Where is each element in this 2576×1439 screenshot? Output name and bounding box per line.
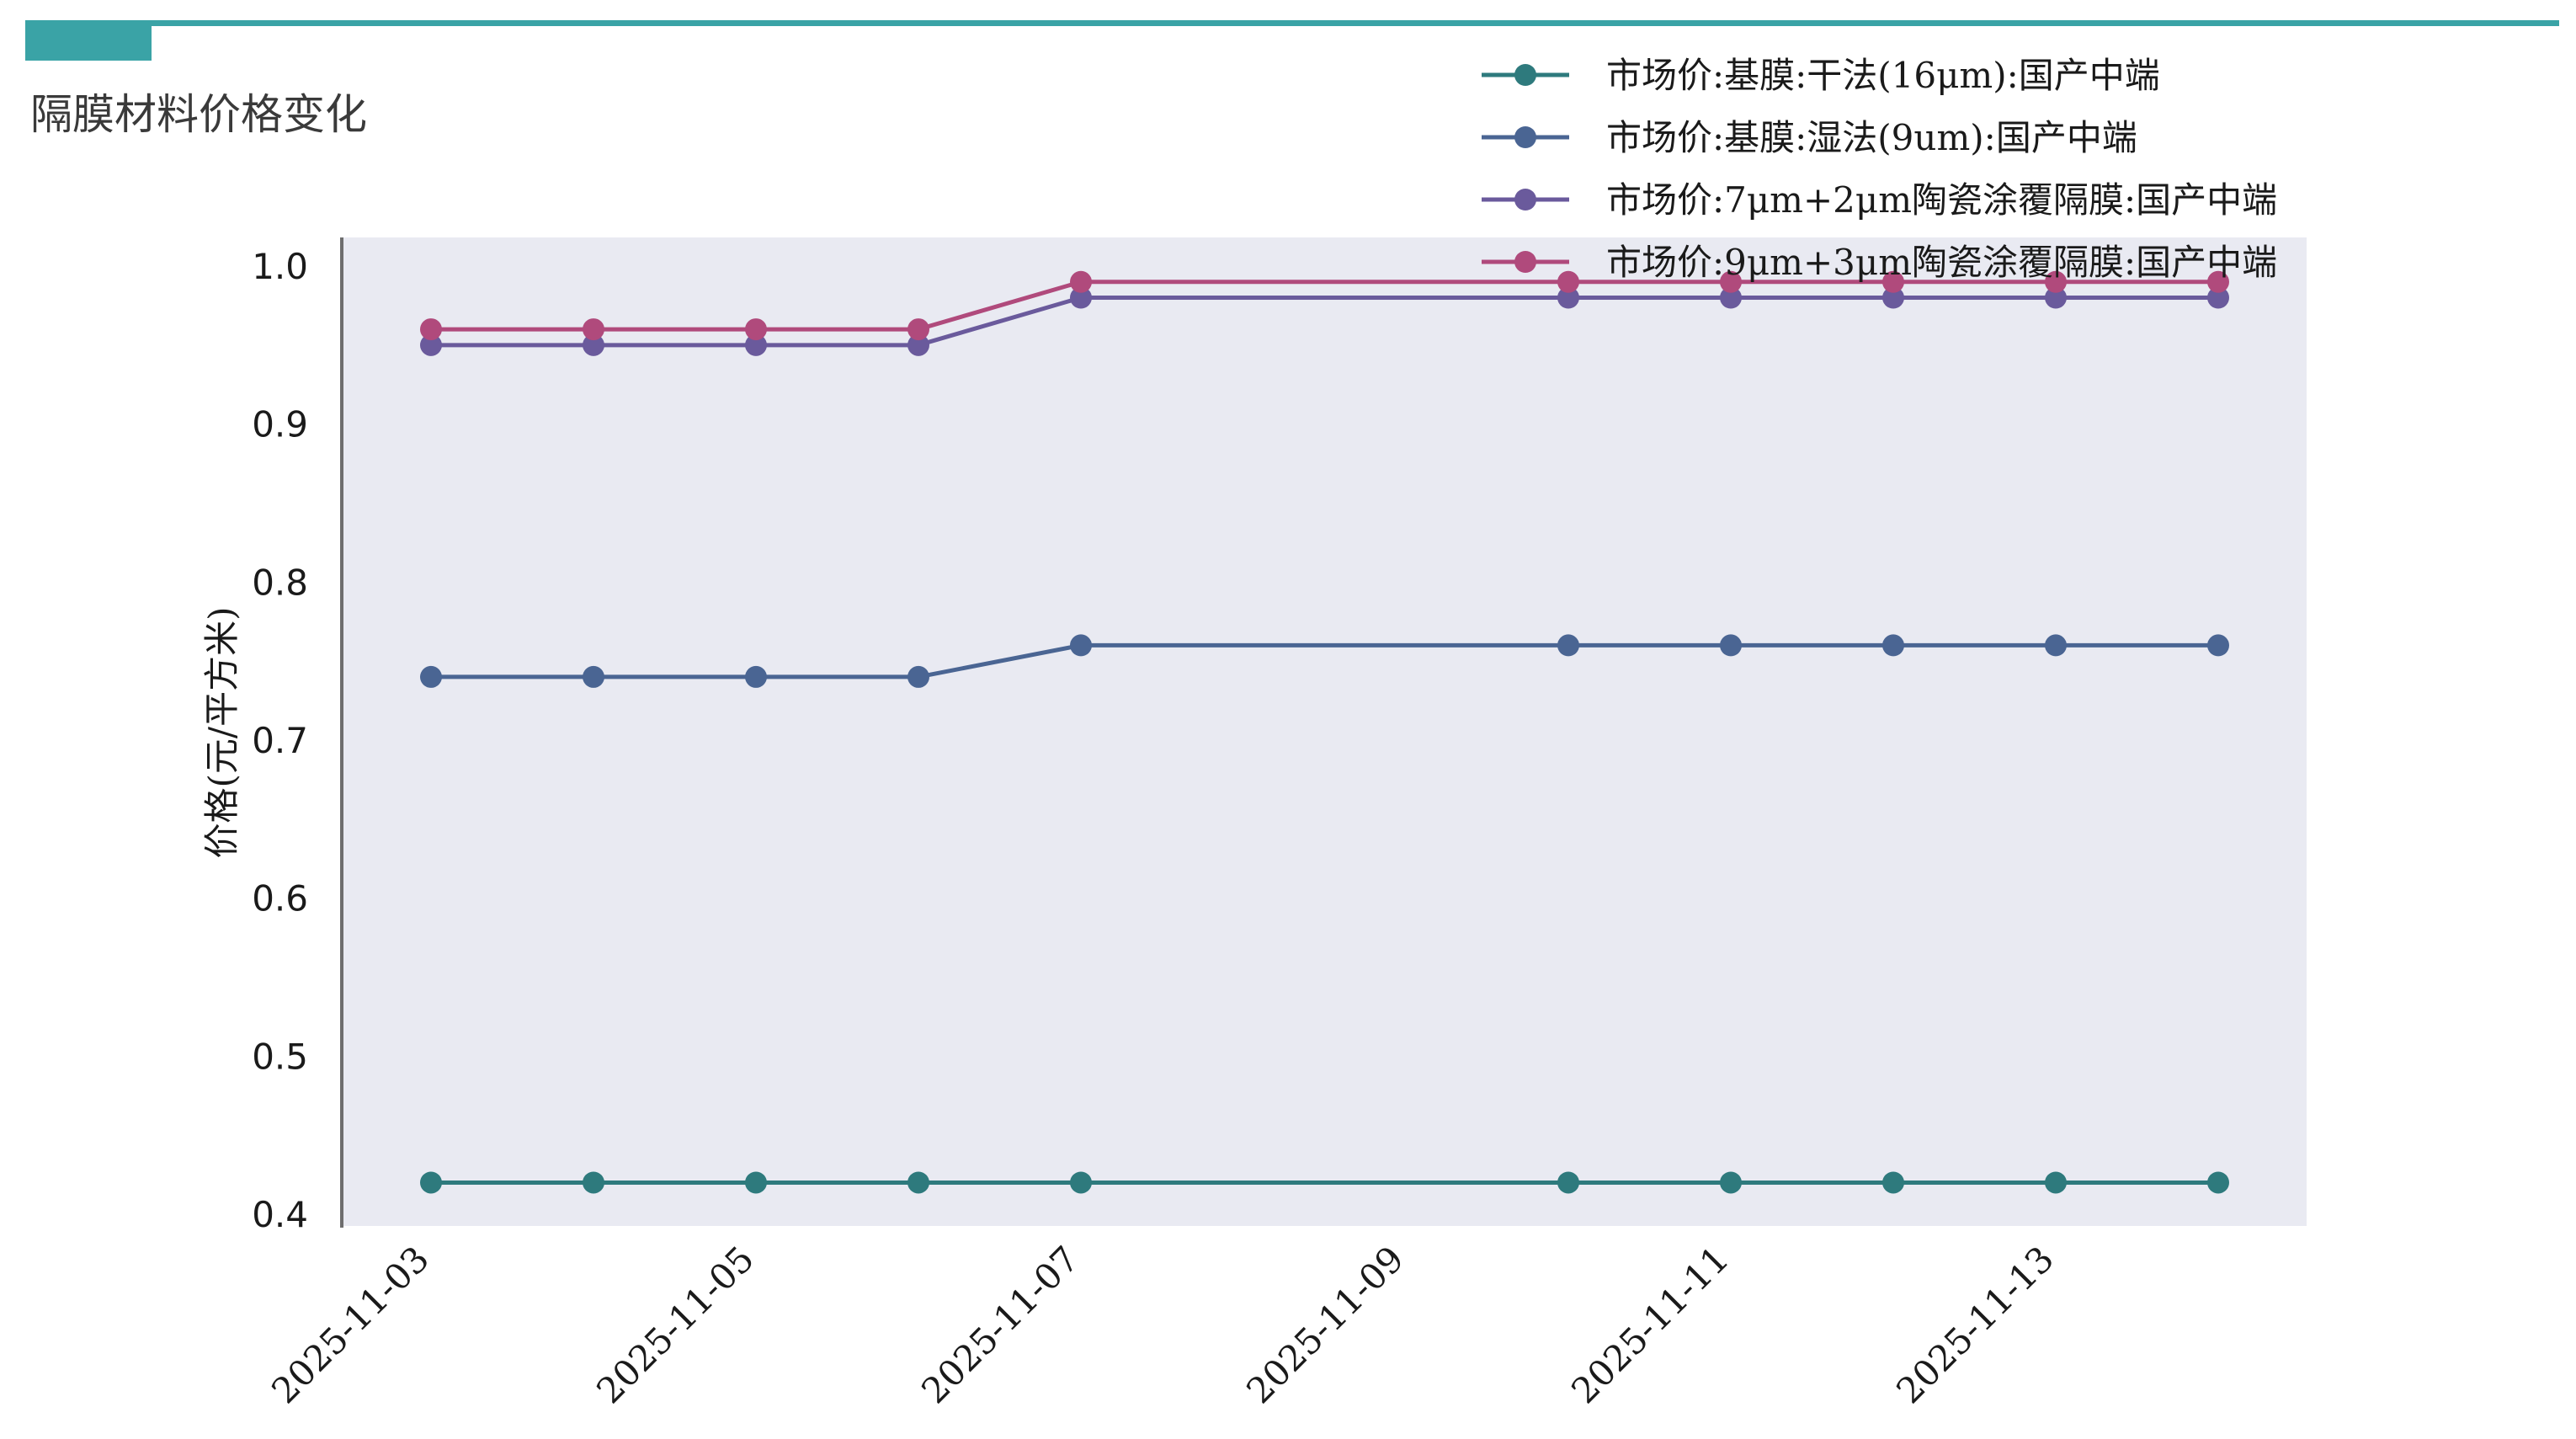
y-axis-title: 价格(元/平方米) [201,607,242,859]
data-point [583,318,604,341]
data-point [1882,634,1904,657]
data-point [1557,634,1579,657]
data-point [1557,286,1579,309]
data-point [2207,270,2229,293]
page-title: 隔膜材料价格变化 [30,90,367,139]
y-tick-label: 0.9 [252,404,308,445]
data-point [1070,1171,1092,1194]
data-point [1882,286,1904,309]
legend-swatch-marker [1514,189,1536,211]
series-line [431,280,2218,332]
series-3 [420,286,2229,356]
data-point [745,333,767,356]
data-point [1070,286,1092,309]
data-point [583,333,604,356]
header-tab [25,20,152,61]
data-point [583,1171,604,1194]
data-point [1070,270,1092,293]
legend-swatch-marker [1514,251,1536,273]
y-tick-label: 0.6 [252,878,308,919]
series-4 [420,270,2229,341]
data-point [1557,1171,1579,1194]
data-point [745,665,767,688]
data-point [1720,634,1742,657]
data-point [2045,270,2067,293]
data-point [907,665,929,688]
series-2 [420,634,2229,688]
series-1 [420,1171,2229,1194]
data-point [2045,1171,2067,1194]
data-point [420,333,442,356]
data-point [745,1171,767,1194]
data-point [420,318,442,341]
data-point [1882,1171,1904,1194]
data-point [583,665,604,688]
legend-item: 市场价:基膜:湿法(9um):国产中端 [1482,117,2137,158]
legend: 市场价:基膜:干法(16μm):国产中端市场价:基膜:湿法(9um):国产中端市… [1482,55,2277,283]
legend-swatch-marker [1514,126,1536,148]
y-tick-label: 0.4 [252,1194,308,1235]
data-point [1882,270,1904,293]
y-ticks: 0.4 0.5 0.6 0.7 0.8 0.9 1.0 [252,246,308,1235]
data-point [420,665,442,688]
legend-swatch-marker [1514,64,1536,86]
series-line [431,296,2218,348]
data-point [2045,286,2067,309]
legend-label: 市场价:9μm+3μm陶瓷涂覆隔膜:国产中端 [1606,242,2277,283]
data-point [907,1171,929,1194]
x-tick-label: 2025-11-09 [1238,1238,1412,1411]
series-layer [420,270,2229,1194]
data-point [745,318,767,341]
x-tick-label: 2025-11-03 [263,1238,437,1411]
x-ticks: 2025-11-03 2025-11-05 2025-11-07 2025-11-09… [263,1238,2062,1411]
data-point [1720,1171,1742,1194]
y-tick-label: 0.5 [252,1036,308,1077]
data-point [1720,270,1742,293]
data-point [1557,270,1579,293]
legend-label: 市场价:7μm+2μm陶瓷涂覆隔膜:国产中端 [1606,179,2277,221]
legend-item: 市场价:基膜:干法(16μm):国产中端 [1482,55,2160,96]
legend-item: 市场价:7μm+2μm陶瓷涂覆隔膜:国产中端 [1482,179,2277,221]
plot-area [342,237,2307,1226]
x-tick-label: 2025-11-11 [1563,1238,1737,1411]
data-point [420,1171,442,1194]
data-point [907,318,929,341]
data-point [1720,286,1742,309]
data-point [1070,634,1092,657]
y-tick-label: 0.8 [252,562,308,603]
x-tick-label: 2025-11-13 [1888,1238,2062,1411]
data-point [2207,634,2229,657]
data-point [2045,634,2067,657]
legend-label: 市场价:基膜:湿法(9um):国产中端 [1606,117,2137,158]
y-tick-label: 1.0 [252,246,308,287]
header-bar [25,20,2559,26]
x-tick-label: 2025-11-05 [588,1238,762,1411]
data-point [2207,286,2229,309]
x-tick-label: 2025-11-07 [913,1238,1087,1411]
legend-item: 市场价:9μm+3μm陶瓷涂覆隔膜:国产中端 [1482,242,2277,283]
series-line [431,642,2218,680]
legend-label: 市场价:基膜:干法(16μm):国产中端 [1606,55,2160,96]
data-point [907,333,929,356]
y-tick-label: 0.7 [252,720,308,761]
data-point [2207,1171,2229,1194]
